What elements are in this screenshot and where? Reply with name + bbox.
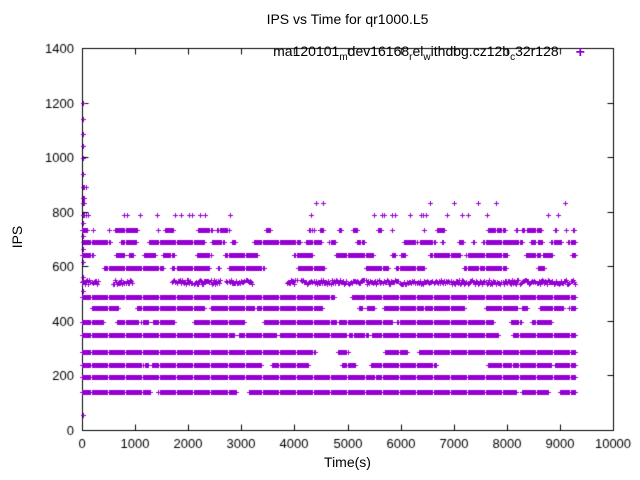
legend-label-text: ma120101 bbox=[273, 43, 340, 59]
legend-series-label: ma120101mdev16168relwithdbg.cz12bc32r128 bbox=[273, 43, 559, 63]
legend: ma120101mdev16168relwithdbg.cz12bc32r128… bbox=[273, 43, 585, 63]
x-axis-label: Time(s) bbox=[324, 454, 371, 470]
y-axis-label: IPS bbox=[9, 225, 25, 249]
legend-label-subscript: c bbox=[510, 52, 516, 63]
legend-label-text: dev16168 bbox=[347, 43, 410, 59]
legend-label-text: el bbox=[412, 43, 424, 59]
legend-label-subscript: r bbox=[409, 52, 413, 63]
legend-label-subscript: w bbox=[423, 52, 431, 63]
legend-label-text: 32r128 bbox=[515, 43, 559, 59]
legend-plus-marker-icon: + bbox=[575, 44, 585, 61]
legend-label-text: ithdbg.cz12b bbox=[430, 43, 511, 59]
legend-label-subscript: m bbox=[339, 52, 348, 63]
chart-title: IPS vs Time for qr1000.L5 bbox=[266, 11, 429, 27]
